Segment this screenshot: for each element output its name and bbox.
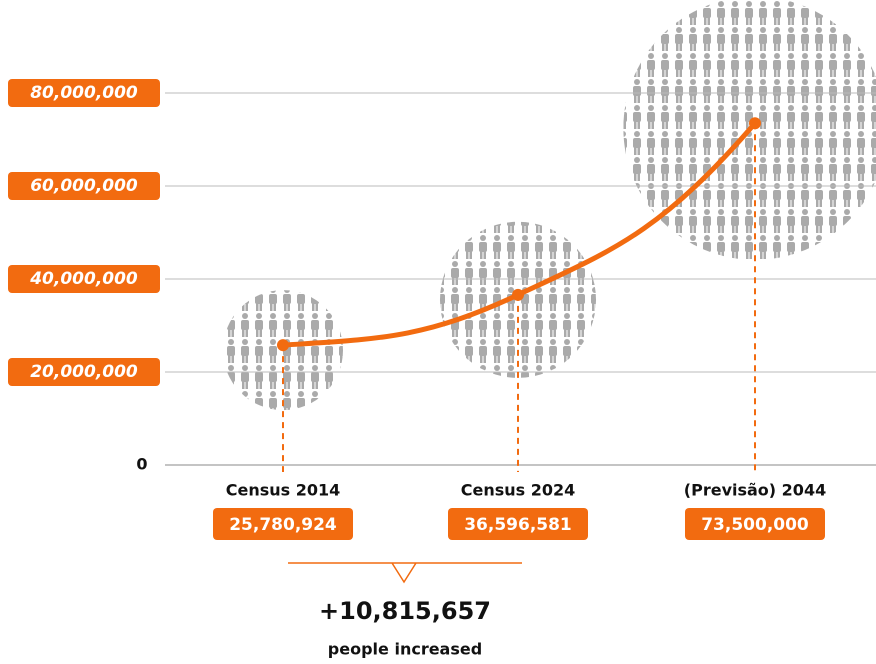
value-label: 25,780,924	[229, 515, 337, 535]
annotation-text: people increased	[328, 640, 482, 659]
x-tick-label: Census 2024	[461, 481, 576, 500]
bracket	[288, 563, 522, 582]
point	[512, 289, 524, 301]
annotation-value: +10,815,657	[319, 597, 491, 625]
x-tick-label: (Previsão) 2044	[684, 481, 826, 500]
y-tick-label: 80,000,000	[30, 83, 138, 103]
y-tick-label: 60,000,000	[30, 176, 138, 196]
y-tick-label: 0	[136, 455, 147, 474]
value-label: 36,596,581	[464, 515, 572, 535]
chart: 0 20,000,000 40,000,000 60,000,000 80,000,00…	[0, 0, 876, 664]
point	[749, 117, 761, 129]
y-tick-label: 40,000,000	[29, 269, 138, 289]
y-tick-label: 20,000,000	[30, 362, 138, 382]
x-tick-label: Census 2014	[226, 481, 341, 500]
value-label: 73,500,000	[701, 515, 809, 535]
point	[277, 339, 289, 351]
